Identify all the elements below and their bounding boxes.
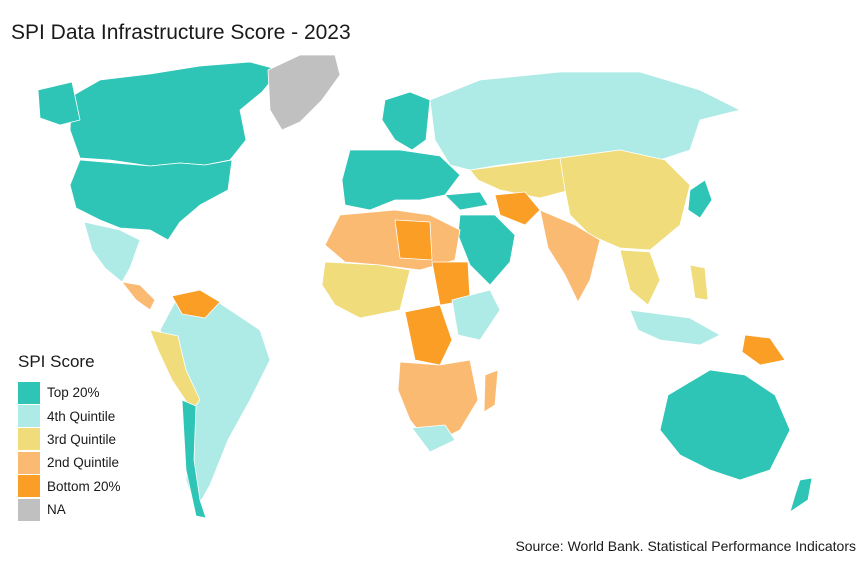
region-central-america: [121, 281, 156, 311]
region-iran: [494, 191, 541, 226]
legend-label: Bottom 20%: [47, 478, 121, 494]
region-libya: [394, 219, 433, 261]
region-andes: [149, 329, 201, 411]
legend-swatch: [18, 498, 40, 521]
legend-title: SPI Score: [18, 352, 95, 371]
region-russia: [429, 71, 741, 171]
legend-label: 3rd Quintile: [47, 431, 117, 447]
source-caption: Source: World Bank. Statistical Performa…: [515, 538, 856, 554]
legend-swatch: [18, 381, 40, 404]
region-greenland: [267, 54, 341, 131]
region-alaska: [37, 81, 81, 126]
legend-swatch: [18, 451, 40, 474]
region-west-africa: [321, 261, 411, 319]
legend-item-na: NA: [18, 498, 121, 521]
region-central-africa: [404, 304, 453, 366]
region-europe: [341, 149, 461, 211]
legend-label: Top 20%: [47, 385, 100, 401]
region-southern-africa: [397, 359, 479, 446]
legend-swatch: [18, 428, 40, 451]
region-mexico: [83, 221, 141, 283]
legend-label: 4th Quintile: [47, 408, 116, 424]
region-indonesia: [629, 309, 721, 346]
region-chile: [181, 399, 207, 519]
region-philippines: [689, 264, 709, 301]
legend-item-bottom20: Bottom 20%: [18, 475, 121, 498]
region-saudi: [457, 214, 516, 286]
region-south-asia: [539, 209, 601, 303]
region-madagascar: [483, 369, 499, 413]
region-australia: [659, 369, 791, 481]
legend-label: NA: [47, 502, 66, 518]
legend-label: 2nd Quintile: [47, 455, 120, 471]
legend-item-4th-quintile: 4th Quintile: [18, 404, 121, 428]
legend-swatch: [18, 475, 40, 498]
region-canada: [69, 61, 281, 167]
region-scandinavia: [381, 91, 431, 151]
region-north-africa: [324, 209, 461, 271]
region-china: [559, 149, 691, 251]
legend-item-top20: Top 20%: [18, 381, 121, 404]
region-venezuela: [171, 289, 221, 319]
legend: SPI Score Top 20% 4th Quintile 3rd Quint…: [18, 352, 121, 521]
legend-item-3rd-quintile: 3rd Quintile: [18, 428, 121, 451]
region-south-america-east: [159, 299, 271, 511]
region-turkey: [444, 191, 489, 211]
region-east-africa: [451, 289, 501, 341]
region-south-africa: [411, 424, 456, 453]
region-png: [741, 334, 786, 366]
region-indochina: [619, 249, 661, 306]
map-title: SPI Data Infrastructure Score - 2023: [11, 21, 351, 44]
region-japan: [687, 179, 713, 219]
region-usa: [69, 159, 233, 241]
region-new-zealand: [789, 477, 813, 513]
legend-swatch: [18, 405, 40, 428]
legend-item-2nd-quintile: 2nd Quintile: [18, 451, 121, 474]
